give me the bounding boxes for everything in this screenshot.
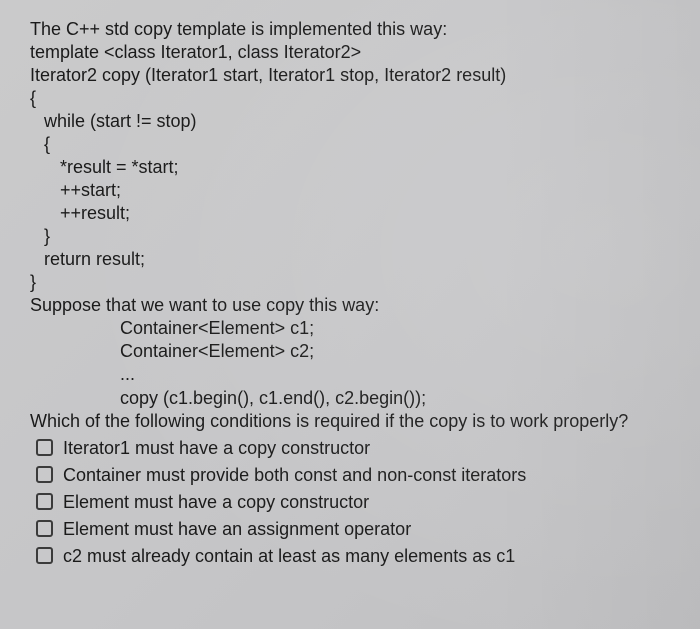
option-label: Container must provide both const and no… bbox=[63, 464, 678, 487]
checkbox-icon[interactable] bbox=[36, 466, 53, 483]
option-row[interactable]: Container must provide both const and no… bbox=[30, 464, 678, 487]
intro-line: The C++ std copy template is implemented… bbox=[30, 18, 678, 41]
option-label: Element must have a copy constructor bbox=[63, 491, 678, 514]
code-line: ++result; bbox=[30, 202, 678, 225]
code-line: ++start; bbox=[30, 179, 678, 202]
code-line: return result; bbox=[30, 248, 678, 271]
checkbox-icon[interactable] bbox=[36, 439, 53, 456]
option-row[interactable]: Element must have an assignment operator bbox=[30, 518, 678, 541]
option-row[interactable]: c2 must already contain at least as many… bbox=[30, 545, 678, 568]
code-line: } bbox=[30, 271, 678, 294]
option-label: c2 must already contain at least as many… bbox=[63, 545, 678, 568]
options-group: Iterator1 must have a copy constructor C… bbox=[30, 437, 678, 568]
code-line: while (start != stop) bbox=[30, 110, 678, 133]
code-line: } bbox=[30, 225, 678, 248]
checkbox-icon[interactable] bbox=[36, 520, 53, 537]
code-line: { bbox=[30, 133, 678, 156]
option-row[interactable]: Element must have a copy constructor bbox=[30, 491, 678, 514]
suppose-line: Suppose that we want to use copy this wa… bbox=[30, 294, 678, 317]
option-label: Iterator1 must have a copy constructor bbox=[63, 437, 678, 460]
code-line: Iterator2 copy (Iterator1 start, Iterato… bbox=[30, 64, 678, 87]
usage-line: Container<Element> c2; bbox=[30, 340, 678, 363]
code-line: template <class Iterator1, class Iterato… bbox=[30, 41, 678, 64]
prompt-line: Which of the following conditions is req… bbox=[30, 410, 678, 433]
option-label: Element must have an assignment operator bbox=[63, 518, 678, 541]
checkbox-icon[interactable] bbox=[36, 493, 53, 510]
code-line: { bbox=[30, 87, 678, 110]
usage-line: ... bbox=[30, 363, 678, 386]
checkbox-icon[interactable] bbox=[36, 547, 53, 564]
usage-line: copy (c1.begin(), c1.end(), c2.begin()); bbox=[30, 387, 678, 410]
code-line: *result = *start; bbox=[30, 156, 678, 179]
option-row[interactable]: Iterator1 must have a copy constructor bbox=[30, 437, 678, 460]
usage-line: Container<Element> c1; bbox=[30, 317, 678, 340]
